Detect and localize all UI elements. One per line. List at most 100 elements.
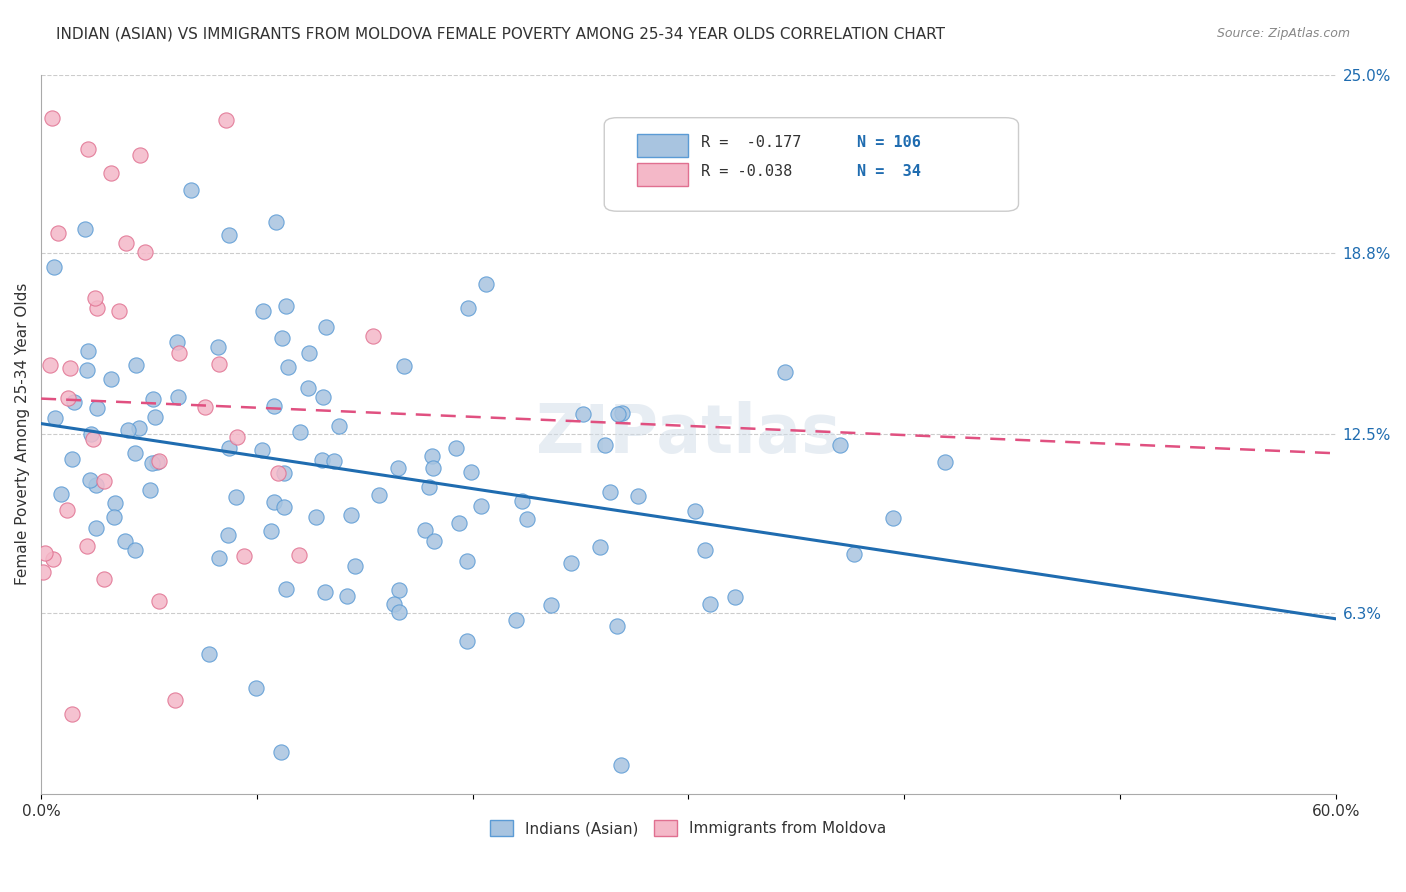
Point <box>86 478 108 492</box>
Point <box>593 438 616 452</box>
Point <box>422 534 444 549</box>
Point <box>444 441 467 455</box>
Point <box>148 594 170 608</box>
Point <box>56 391 79 405</box>
Point <box>138 483 160 497</box>
Point <box>104 496 127 510</box>
Point <box>86 301 108 316</box>
Point <box>217 528 239 542</box>
Point <box>297 381 319 395</box>
Point <box>271 331 294 345</box>
Point <box>773 365 796 379</box>
Text: R = -0.038: R = -0.038 <box>702 164 793 179</box>
Point <box>180 182 202 196</box>
Point <box>41 552 63 566</box>
Point <box>226 430 249 444</box>
Point <box>141 456 163 470</box>
Point <box>124 543 146 558</box>
Point <box>252 304 274 318</box>
Point <box>475 277 498 292</box>
Point <box>148 454 170 468</box>
Point <box>263 495 285 509</box>
Point <box>42 260 65 275</box>
Point <box>232 549 254 564</box>
Point <box>882 511 904 525</box>
Point <box>167 390 190 404</box>
Point <box>44 411 66 425</box>
Text: R =  -0.177: R = -0.177 <box>702 136 801 151</box>
Point <box>336 590 359 604</box>
Point <box>82 432 104 446</box>
Point <box>84 291 107 305</box>
Point <box>276 582 298 596</box>
Point <box>388 582 411 597</box>
Point <box>457 301 479 315</box>
Point <box>610 406 633 420</box>
Point <box>413 523 436 537</box>
Point <box>146 455 169 469</box>
FancyBboxPatch shape <box>605 118 1018 211</box>
Point <box>77 142 100 156</box>
Point <box>288 548 311 562</box>
Point <box>456 554 478 568</box>
Point <box>328 418 350 433</box>
Point <box>48 226 70 240</box>
Point <box>311 453 333 467</box>
Point <box>322 454 344 468</box>
Point <box>361 328 384 343</box>
Point <box>606 619 628 633</box>
Text: N = 106: N = 106 <box>856 136 921 151</box>
Point <box>312 390 335 404</box>
Point <box>76 343 98 358</box>
Point <box>252 443 274 458</box>
Point <box>695 543 717 558</box>
Point <box>288 425 311 439</box>
Point <box>572 407 595 421</box>
Point <box>588 540 610 554</box>
Point <box>93 474 115 488</box>
Text: Source: ZipAtlas.com: Source: ZipAtlas.com <box>1216 27 1350 40</box>
Point <box>516 512 538 526</box>
Point <box>273 467 295 481</box>
Point <box>215 113 238 128</box>
Point <box>830 437 852 451</box>
Point <box>270 745 292 759</box>
Point <box>418 480 440 494</box>
Point <box>267 466 290 480</box>
Point <box>41 111 63 125</box>
Point <box>100 166 122 180</box>
Point <box>84 521 107 535</box>
Point <box>218 442 240 456</box>
Point <box>225 491 247 505</box>
Point <box>683 504 706 518</box>
Point <box>273 500 295 515</box>
Point <box>512 494 534 508</box>
Point <box>93 572 115 586</box>
Point <box>627 489 650 503</box>
Point <box>340 508 363 522</box>
Point <box>392 359 415 374</box>
Point <box>842 547 865 561</box>
Legend: Indians (Asian), Immigrants from Moldova: Indians (Asian), Immigrants from Moldova <box>482 813 894 844</box>
Point <box>420 449 443 463</box>
Point <box>460 465 482 479</box>
Text: N =  34: N = 34 <box>856 164 921 179</box>
Point <box>73 222 96 236</box>
Point <box>194 401 217 415</box>
Point <box>245 681 267 696</box>
Point <box>32 565 55 579</box>
Point <box>114 534 136 549</box>
Y-axis label: Female Poverty Among 25-34 Year Olds: Female Poverty Among 25-34 Year Olds <box>15 283 30 585</box>
Point <box>724 591 747 605</box>
Point <box>124 358 146 372</box>
Point <box>86 401 108 416</box>
Point <box>382 598 405 612</box>
Point <box>263 400 285 414</box>
Point <box>142 392 165 406</box>
Point <box>79 473 101 487</box>
Point <box>314 585 336 599</box>
Point <box>34 546 56 560</box>
Point <box>449 516 471 530</box>
Point <box>277 359 299 374</box>
Point <box>610 758 633 772</box>
